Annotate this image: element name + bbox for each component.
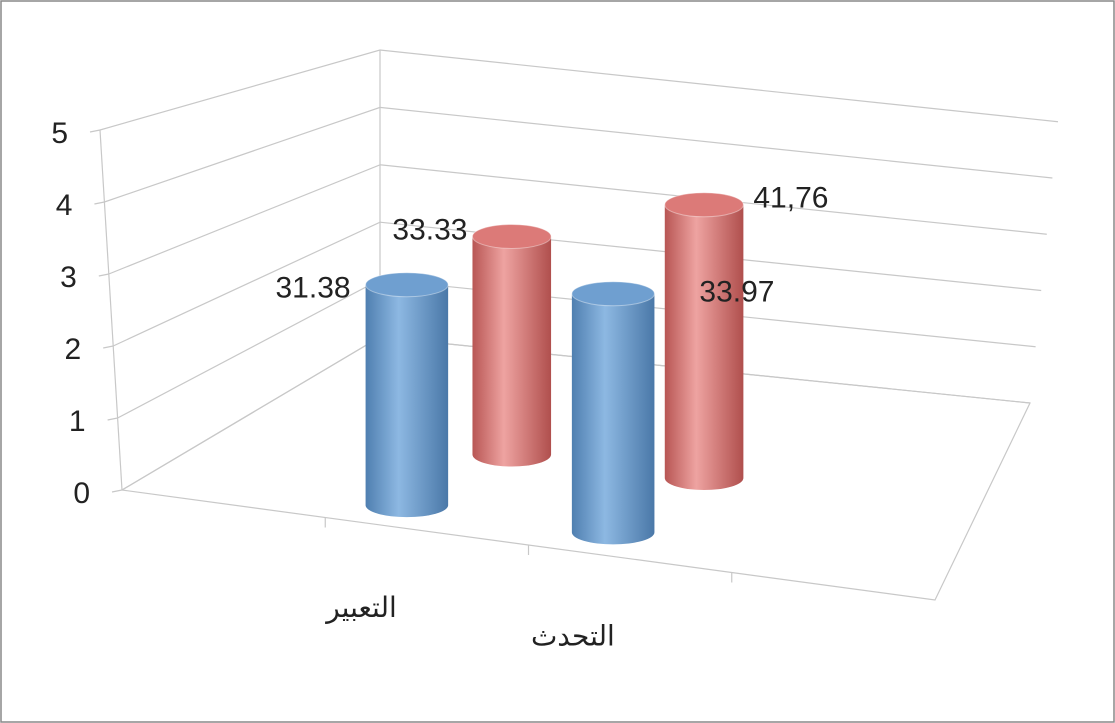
cylinder [365,272,449,518]
y-tick [103,345,114,349]
cylinder [471,223,552,467]
y-tick-label: 3 [60,261,77,294]
y-tick-label: 0 [73,477,90,510]
y-tick [94,201,105,205]
cylinder-body [472,236,552,467]
cylinder-body [664,204,744,490]
y-tick [111,489,123,493]
data-label: 41,76 [753,182,828,215]
cylinder [571,281,655,545]
data-label: 33.33 [392,213,467,246]
grid-line [108,164,1047,275]
cylinder-body [571,293,655,545]
y-tick-label: 2 [65,333,82,366]
cylinder [664,192,744,490]
y-tick-label: 5 [51,117,68,150]
cylinder-top [471,223,552,249]
grid-line [112,221,1042,347]
y-axis [99,129,123,491]
grid-line [99,49,1059,131]
x-tick-label: التعبير [324,592,397,624]
cylinder-top [571,281,655,307]
y-tick [98,273,109,277]
cylinder-top [365,272,449,298]
y-tick [89,129,101,133]
y-tick-label: 1 [69,405,86,438]
y-tick [107,417,118,421]
data-label: 31.38 [276,272,351,305]
grid-line [104,106,1053,203]
y-tick-label: 4 [56,189,73,222]
cylinder-top [664,192,744,218]
x-tick-label: التحدث [531,621,615,652]
cylinder-body [365,284,449,518]
data-label: 33.97 [699,276,774,309]
